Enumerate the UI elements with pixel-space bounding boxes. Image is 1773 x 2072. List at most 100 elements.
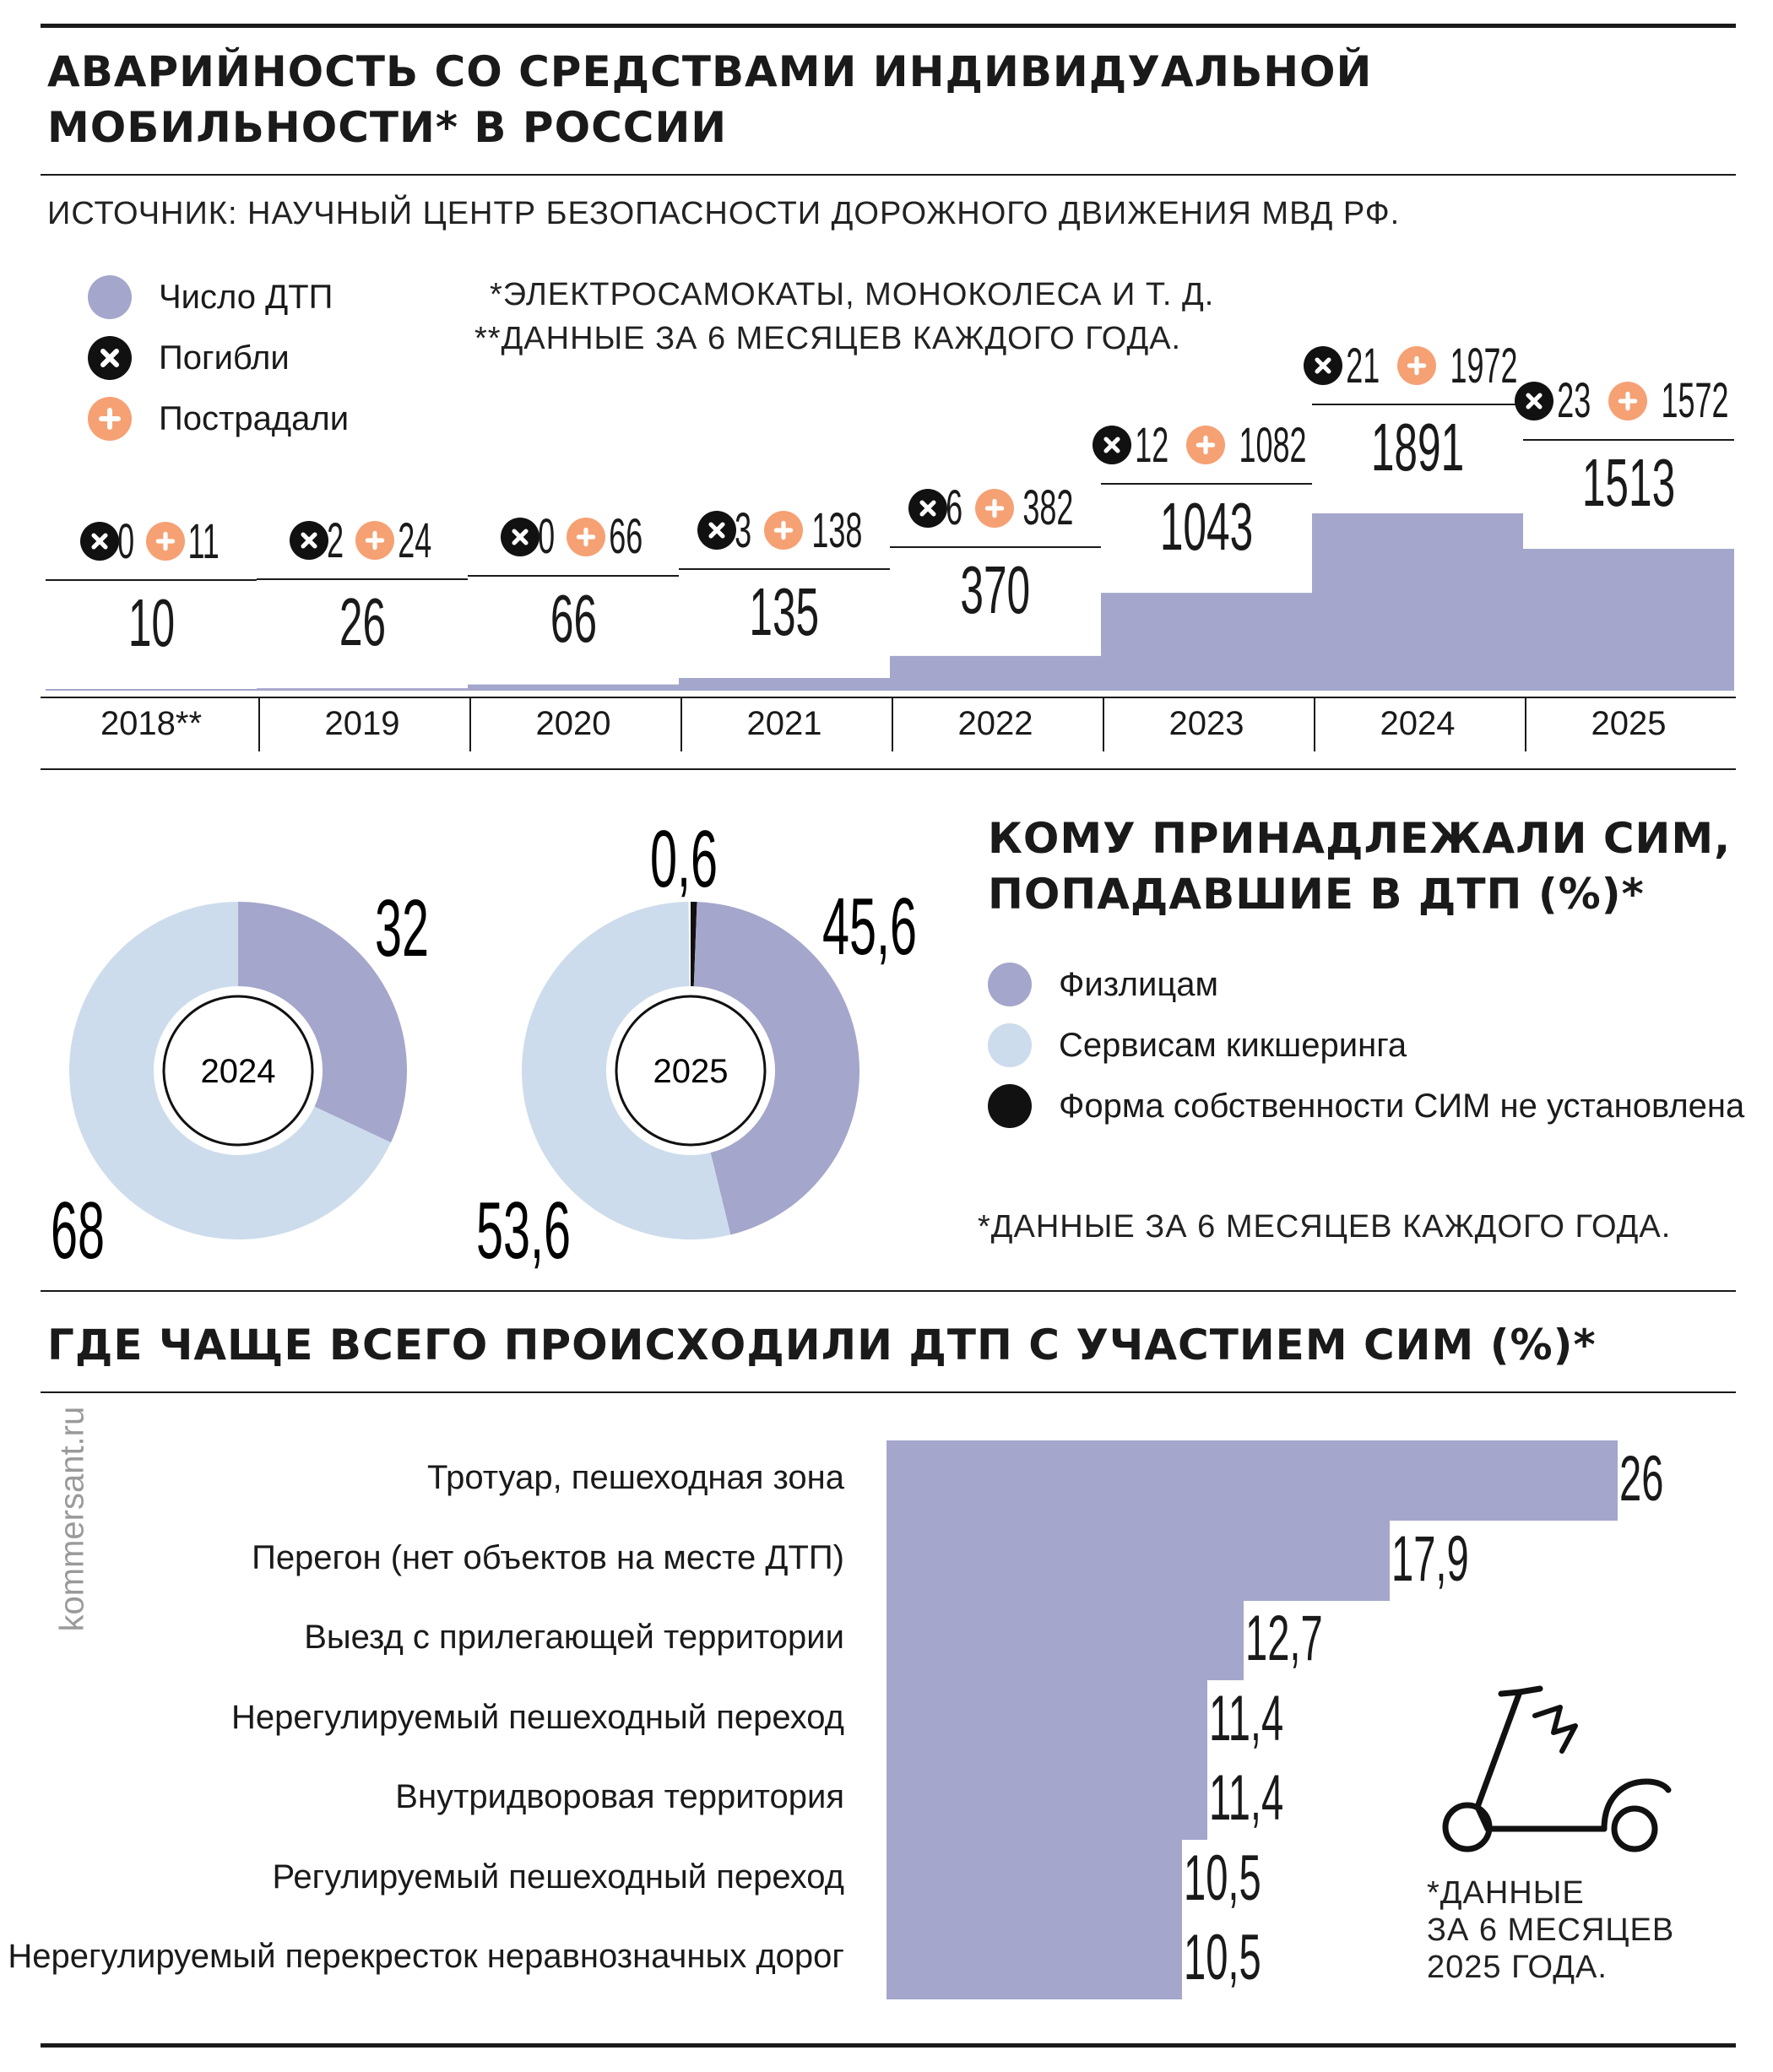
injured-value: 11: [187, 513, 220, 569]
donut-center-ring: [162, 995, 314, 1147]
legend-accidents: Число ДТП: [88, 275, 333, 319]
accidents-swatch: [88, 275, 132, 319]
x-circle-icon: [1304, 346, 1343, 385]
year-tick: [469, 697, 471, 751]
accidents-value: 10: [127, 585, 175, 660]
location-label: Регулируемый пешеходный переход: [272, 1858, 844, 1896]
accidents-value: 1043: [1159, 489, 1254, 565]
plus-circle-icon: [355, 521, 394, 561]
bottom-rule: [41, 2043, 1736, 2048]
area-svg: [41, 513, 1736, 698]
plus-circle-icon: [88, 397, 132, 441]
year-label: 2022: [957, 705, 1033, 742]
location-value: 17,9: [1391, 1522, 1469, 1595]
injured-value: 24: [398, 513, 432, 568]
plus-circle-icon: [763, 511, 803, 550]
casualty-chips: 2 24: [257, 511, 468, 570]
plus-circle-icon: [974, 488, 1014, 528]
year-label: 2020: [535, 705, 611, 742]
killed-value: 2: [326, 513, 344, 568]
year-label: 2019: [324, 705, 400, 742]
unknown-swatch: [988, 1084, 1032, 1128]
year-label: 2018**: [100, 705, 203, 742]
location-bar: [886, 1600, 1244, 1680]
location-bar: [886, 1520, 1391, 1601]
watermark: kommersant.ru: [53, 1406, 91, 1632]
year-label: 2021: [746, 705, 822, 742]
plus-circle-icon: [1396, 346, 1436, 385]
accidents-value: 26: [339, 584, 386, 660]
location-bar: [886, 1760, 1207, 1840]
location-label: Тротуар, пешеходная зона: [426, 1459, 844, 1496]
x-circle-icon: [88, 336, 132, 380]
step-underline: [46, 579, 257, 581]
accidents-value: 66: [550, 580, 597, 656]
killed-value: 23: [1557, 373, 1591, 429]
legend-unknown-label: Форма собственности СИМ не установлена: [1059, 1087, 1745, 1125]
casualty-chips: 23 1572: [1515, 372, 1734, 431]
legend-killed-label: Погибли: [159, 339, 290, 377]
donut-value-label: 45,6: [822, 881, 917, 972]
donut-slice: [521, 902, 731, 1240]
location-value: 12,7: [1245, 1603, 1323, 1674]
legend-kicksharing: Сервисам кикшеринга: [988, 1023, 1407, 1067]
killed-value: 12: [1135, 417, 1169, 473]
killed-value: 0: [537, 509, 555, 565]
location-bar: [886, 1440, 1618, 1521]
location-bar: [886, 1839, 1182, 1920]
year-tick: [680, 697, 682, 751]
top-rule: [41, 24, 1736, 28]
injured-value: 66: [609, 509, 643, 565]
footnote-6months: **ДАННЫЕ ЗА 6 МЕСЯЦЕВ КАЖДОГО ГОДА.: [474, 321, 1182, 356]
year-tick: [1525, 697, 1526, 751]
location-value: 10,5: [1183, 1841, 1261, 1914]
x-circle-icon: [908, 488, 948, 528]
location-title: ГДЕ ЧАЩЕ ВСЕГО ПРОИСХОДИЛИ ДТП С УЧАСТИЕ…: [47, 1321, 1597, 1370]
accidents-value: 1891: [1370, 410, 1465, 485]
accidents-value: 135: [749, 574, 820, 649]
location-footnote: *ДАННЫЕ ЗА 6 МЕСЯЦЕВ 2025 ГОДА.: [1427, 1875, 1675, 1985]
location-label: Нерегулируемый перекресток неравнозначны…: [8, 1938, 844, 1975]
x-circle-icon: [1515, 381, 1554, 420]
injured-value: 382: [1022, 480, 1074, 536]
legend-unknown: Форма собственности СИМ не установлена: [988, 1084, 1744, 1128]
accidents-area: [46, 513, 1734, 691]
step-underline: [1101, 483, 1312, 485]
step-underline: [257, 578, 468, 581]
location-value: 10,5: [1183, 1922, 1261, 1993]
accidents-value: 1513: [1581, 444, 1676, 520]
x-circle-icon: [79, 522, 119, 561]
year-tick: [892, 697, 893, 751]
killed-value: 3: [735, 502, 752, 558]
step-underline: [1523, 438, 1734, 441]
plus-circle-icon: [1185, 426, 1225, 465]
x-circle-icon: [500, 517, 539, 556]
section-divider-2: [41, 1290, 1736, 1292]
killed-value: 21: [1346, 338, 1380, 393]
location-value: 26: [1619, 1443, 1664, 1515]
donut-year: 2025: [653, 1053, 729, 1090]
legend-kicksharing-label: Сервисам кикшеринга: [1059, 1026, 1407, 1064]
injured-value: 1572: [1661, 373, 1729, 429]
x-circle-icon: [697, 511, 737, 550]
casualty-chips: 21 1972: [1304, 336, 1523, 395]
section-divider-1: [41, 768, 1736, 770]
accidents-value: 370: [960, 551, 1031, 627]
location-label: Перегон (нет объектов на месте ДТП): [252, 1538, 844, 1576]
killed-value: 6: [946, 480, 963, 536]
donut-value-label: 53,6: [476, 1185, 571, 1276]
location-value: 11,4: [1208, 1682, 1283, 1755]
donut-value-label: 68: [51, 1185, 105, 1276]
casualty-chips: 0 66: [468, 507, 679, 567]
legend-individuals: Физлицам: [988, 963, 1218, 1006]
electric-scooter-icon: [1442, 1685, 1672, 1852]
footnote-sim: *ЭЛЕКТРОСАМОКАТЫ, МОНОКОЛЕСА И Т. Д.: [490, 277, 1215, 312]
donut-slice: [693, 902, 859, 1235]
year-label: 2025: [1591, 705, 1667, 742]
legend-killed: Погибли: [88, 336, 290, 380]
legend-injured-label: Пострадали: [159, 399, 350, 437]
step-underline: [890, 545, 1101, 548]
location-divider: [41, 1391, 1736, 1393]
year-tick: [1103, 697, 1104, 751]
